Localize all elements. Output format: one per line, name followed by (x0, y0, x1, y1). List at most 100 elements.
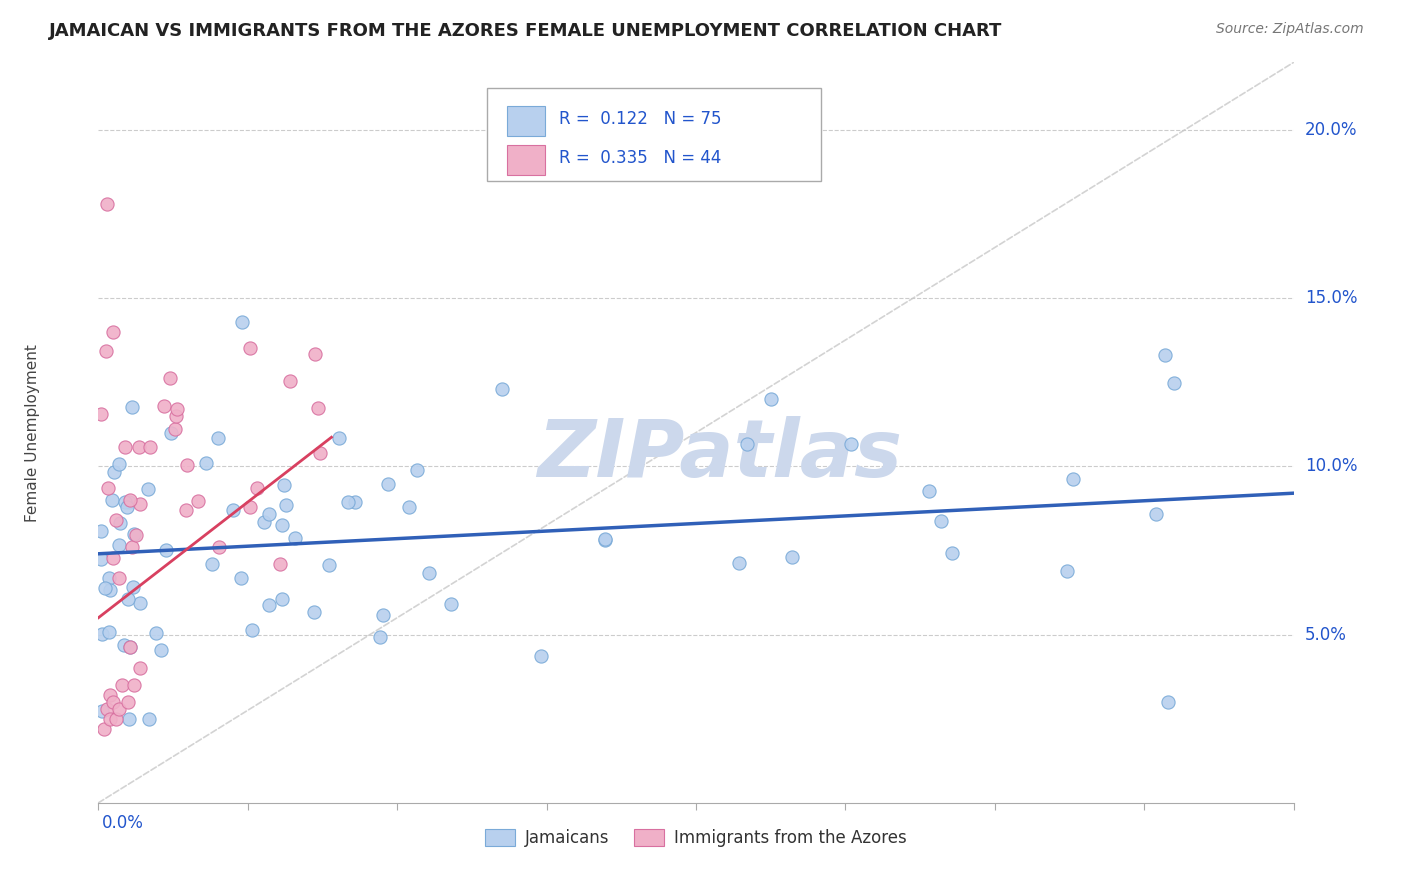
Point (257, 507, 280, 521)
Point (118, 640, 141, 654)
Point (735, 437, 758, 451)
Point (129, 497, 152, 511)
Point (377, 477, 399, 491)
Point (129, 661, 152, 675)
Point (96, 344, 118, 359)
Point (231, 315, 253, 329)
Point (108, 701, 131, 715)
Text: Source: ZipAtlas.com: Source: ZipAtlas.com (1216, 22, 1364, 37)
Point (530, 648, 553, 663)
Point (1144, 507, 1167, 521)
Text: R =  0.335   N = 44: R = 0.335 N = 44 (558, 150, 721, 168)
Point (278, 374, 301, 388)
Point (304, 347, 326, 361)
Point (93, 722, 115, 736)
Point (929, 514, 952, 528)
Point (91, 627, 114, 641)
FancyBboxPatch shape (486, 88, 821, 181)
Text: 10.0%: 10.0% (1305, 458, 1357, 475)
Point (194, 456, 217, 470)
Point (103, 466, 125, 480)
Point (160, 426, 183, 441)
Point (941, 545, 963, 559)
Point (117, 695, 139, 709)
Point (368, 630, 391, 644)
Point (759, 392, 782, 406)
Point (780, 550, 803, 565)
Point (240, 623, 263, 637)
Point (229, 571, 252, 585)
Point (98, 583, 121, 598)
Point (159, 371, 181, 385)
Point (117, 591, 139, 606)
Point (111, 678, 134, 692)
Point (122, 526, 145, 541)
Point (201, 558, 224, 572)
Point (149, 643, 172, 657)
Point (139, 440, 162, 454)
Point (108, 516, 131, 530)
Point (239, 500, 262, 514)
Point (727, 557, 749, 571)
Point (174, 503, 197, 517)
Point (1062, 472, 1084, 486)
Point (98, 712, 122, 726)
Point (304, 605, 326, 619)
Text: Female Unemployment: Female Unemployment (25, 343, 41, 522)
Point (274, 499, 297, 513)
Point (222, 503, 245, 517)
Point (309, 445, 332, 459)
Text: 0.0%: 0.0% (101, 814, 143, 832)
Point (136, 482, 159, 496)
Point (121, 400, 143, 414)
Point (176, 458, 198, 473)
Point (246, 481, 269, 495)
Point (90, 407, 112, 421)
Text: ZIPatlas: ZIPatlas (537, 416, 903, 494)
Point (90, 552, 112, 566)
Point (1056, 564, 1078, 578)
Point (101, 492, 124, 507)
Point (124, 678, 146, 692)
Point (166, 401, 188, 416)
Point (273, 478, 295, 492)
Point (418, 566, 440, 580)
Point (94, 581, 117, 595)
Point (839, 436, 862, 450)
Point (328, 431, 350, 445)
Point (98, 688, 122, 702)
Point (406, 463, 429, 477)
Point (343, 495, 366, 509)
Point (108, 538, 131, 552)
Point (1157, 695, 1180, 709)
Point (98, 571, 121, 585)
Point (118, 712, 141, 726)
Point (103, 695, 125, 709)
Point (90, 704, 112, 718)
Point (918, 483, 941, 498)
Point (108, 457, 131, 471)
Point (269, 557, 291, 571)
Point (253, 515, 276, 529)
Legend: Jamaicans, Immigrants from the Azores: Jamaicans, Immigrants from the Azores (478, 822, 914, 854)
Point (208, 540, 231, 554)
Point (153, 399, 176, 413)
Point (114, 440, 136, 454)
Point (307, 401, 329, 416)
Point (101, 550, 124, 565)
Point (187, 494, 209, 508)
Point (115, 500, 138, 515)
Point (593, 533, 616, 547)
Point (128, 596, 150, 610)
Point (108, 571, 131, 585)
Point (440, 597, 463, 611)
Bar (508, 106, 546, 136)
Point (122, 580, 145, 594)
Point (96, 701, 118, 715)
Point (491, 382, 513, 396)
Point (270, 591, 292, 606)
Point (97, 624, 120, 639)
Text: 20.0%: 20.0% (1305, 120, 1357, 139)
Point (165, 409, 187, 423)
Point (90, 524, 112, 539)
